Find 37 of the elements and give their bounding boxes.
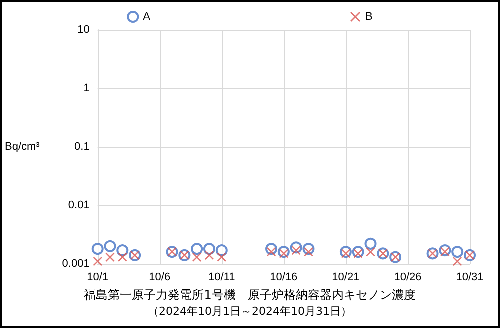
y-tick-label: 0.1 bbox=[74, 141, 90, 153]
y-tick-label: 0.001 bbox=[62, 258, 90, 270]
text: （2024年10月1日～2024年10月31日） bbox=[148, 305, 352, 318]
x-tick-label: 10/16 bbox=[270, 272, 298, 284]
x-tick-label: 10/21 bbox=[332, 272, 360, 284]
point bbox=[453, 257, 462, 266]
point bbox=[304, 248, 314, 257]
point bbox=[279, 249, 288, 258]
x-tick-label: 10/11 bbox=[208, 272, 236, 284]
y-tick-label: 0.01 bbox=[68, 200, 90, 212]
text: 福島第一原子力発電所1号機 原子炉格納容器内キセノン濃度 bbox=[84, 288, 416, 302]
x-tick-label: 10/6 bbox=[149, 272, 171, 284]
point bbox=[104, 240, 116, 252]
point bbox=[354, 249, 363, 258]
point bbox=[92, 243, 104, 256]
point bbox=[216, 244, 228, 257]
point bbox=[341, 249, 350, 258]
point bbox=[203, 243, 216, 256]
legend-label: B bbox=[366, 11, 373, 23]
legend-label: A bbox=[143, 11, 152, 23]
point bbox=[191, 243, 204, 256]
point bbox=[452, 246, 464, 258]
point bbox=[440, 248, 450, 257]
point bbox=[116, 244, 129, 257]
point bbox=[217, 252, 226, 262]
x-tick-label: 10/26 bbox=[394, 272, 422, 284]
y-tick-label: 1 bbox=[84, 82, 90, 94]
point bbox=[192, 252, 202, 262]
y-tick-label: 10 bbox=[78, 24, 90, 36]
point bbox=[93, 257, 102, 266]
point bbox=[118, 252, 128, 262]
x-tick-label: 10/31 bbox=[456, 272, 484, 284]
x-tick-label: 10/1 bbox=[87, 272, 109, 284]
y-axis-title: Bq/cm³ bbox=[4, 141, 40, 153]
point bbox=[366, 248, 376, 257]
point bbox=[364, 238, 377, 250]
point bbox=[292, 246, 301, 256]
